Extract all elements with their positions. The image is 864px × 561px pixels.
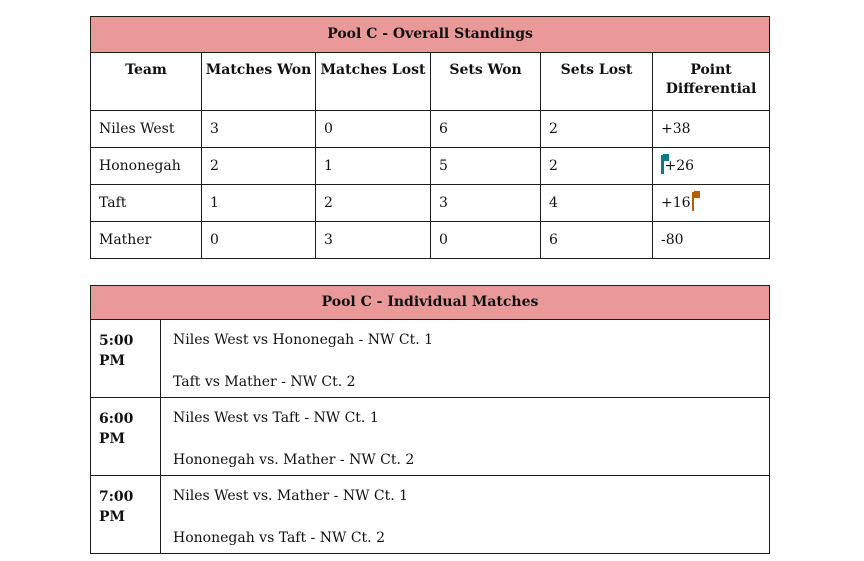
sets-won-cell[interactable]: 3 (430, 184, 541, 222)
point-differential-cell[interactable]: -80 (651, 221, 771, 259)
collaborator-cursor-orange (691, 190, 700, 211)
matches-lost-cell[interactable]: 3 (315, 221, 431, 259)
matches-title-row: Pool C - Individual Matches (90, 285, 770, 320)
time-cell[interactable]: 5:00 PM (90, 319, 161, 398)
column-header-sets-won[interactable]: Sets Won (430, 52, 541, 111)
standings-title-row: Pool C - Overall Standings (89, 16, 771, 53)
point-differential-cell[interactable]: +38 (651, 110, 771, 148)
matches-lost-cell[interactable]: 2 (315, 184, 431, 222)
sets-lost-cell[interactable]: 2 (540, 110, 653, 148)
team-name-cell[interactable]: Taft (90, 184, 202, 222)
standings-title[interactable]: Pool C - Overall Standings (89, 16, 771, 53)
column-header-sets-lost[interactable]: Sets Lost (540, 52, 653, 111)
match-list-cell[interactable]: Niles West vs Hononegah - NW Ct. 1 Taft … (160, 319, 770, 398)
column-header-point-differential[interactable]: Point Differential (651, 52, 771, 111)
sets-lost-cell[interactable]: 6 (540, 221, 653, 259)
collaborator-cursor-teal (661, 153, 669, 174)
standings-row-niles-west: Niles West 3 0 6 2 +38 (90, 110, 771, 148)
sets-won-cell[interactable]: 0 (430, 221, 541, 259)
match-row-7pm: 7:00 PM Niles West vs. Mather - NW Ct. 1… (90, 475, 770, 554)
match-entry: Niles West vs Taft - NW Ct. 1 (173, 410, 379, 426)
matches-won-cell[interactable]: 2 (201, 147, 316, 185)
matches-title[interactable]: Pool C - Individual Matches (90, 285, 770, 320)
standings-row-taft: Taft 1 2 3 4 +16 (90, 184, 771, 222)
standings-row-mather: Mather 0 3 0 6 -80 (90, 221, 771, 259)
time-cell[interactable]: 7:00 PM (90, 475, 161, 554)
point-differential-value: +16 (661, 194, 691, 211)
sets-won-cell[interactable]: 5 (430, 147, 541, 185)
matches-won-cell[interactable]: 0 (201, 221, 316, 259)
match-row-5pm: 5:00 PM Niles West vs Hononegah - NW Ct.… (90, 319, 770, 398)
standings-table: Pool C - Overall Standings Team Matches … (89, 16, 771, 259)
standings-row-hononegah: Hononegah 2 1 5 2 +26 (90, 147, 771, 185)
match-entry: Hononegah vs. Mather - NW Ct. 2 (173, 452, 415, 468)
time-cell[interactable]: 6:00 PM (90, 397, 161, 476)
team-name-cell[interactable]: Niles West (90, 110, 202, 148)
matches-lost-cell[interactable]: 0 (315, 110, 431, 148)
column-header-matches-won[interactable]: Matches Won (201, 52, 316, 111)
match-entry: Niles West vs Hononegah - NW Ct. 1 (173, 332, 434, 348)
match-entry: Hononegah vs Taft - NW Ct. 2 (173, 530, 385, 546)
standings-header-row: Team Matches Won Matches Lost Sets Won S… (90, 52, 771, 111)
matches-lost-cell[interactable]: 1 (315, 147, 431, 185)
match-entry: Niles West vs. Mather - NW Ct. 1 (173, 488, 409, 504)
cursor-flag-icon (693, 190, 700, 198)
sets-won-cell[interactable]: 6 (430, 110, 541, 148)
match-row-6pm: 6:00 PM Niles West vs Taft - NW Ct. 1 Ho… (90, 397, 770, 476)
column-header-matches-lost[interactable]: Matches Lost (315, 52, 431, 111)
team-name-cell[interactable]: Hononegah (90, 147, 202, 185)
match-list-cell[interactable]: Niles West vs. Mather - NW Ct. 1 Hononeg… (160, 475, 770, 554)
matches-table: Pool C - Individual Matches 5:00 PM Nile… (90, 285, 770, 554)
matches-won-cell[interactable]: 3 (201, 110, 316, 148)
column-header-team[interactable]: Team (90, 52, 202, 111)
cursor-flag-icon (663, 153, 669, 161)
sets-lost-cell[interactable]: 2 (540, 147, 653, 185)
match-list-cell[interactable]: Niles West vs Taft - NW Ct. 1 Hononegah … (160, 397, 770, 476)
point-differential-value: +26 (664, 157, 695, 174)
sets-lost-cell[interactable]: 4 (540, 184, 653, 222)
point-differential-cell[interactable]: +16 (651, 184, 771, 222)
point-differential-cell[interactable]: +26 (651, 147, 771, 185)
matches-won-cell[interactable]: 1 (201, 184, 316, 222)
team-name-cell[interactable]: Mather (90, 221, 202, 259)
match-entry: Taft vs Mather - NW Ct. 2 (173, 374, 356, 390)
